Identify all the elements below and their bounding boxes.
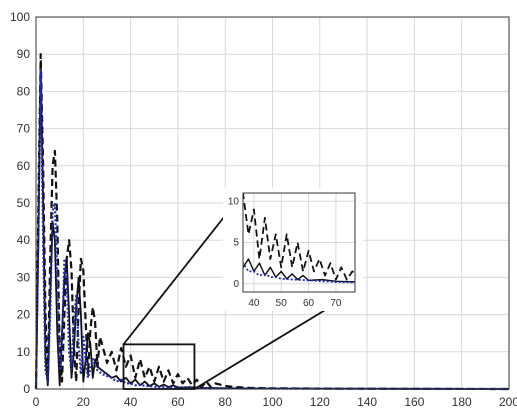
y-tick-label: 80 bbox=[17, 84, 31, 98]
inset-y-tick-label: 0 bbox=[233, 279, 239, 290]
y-tick-label: 70 bbox=[17, 122, 31, 136]
series-lines bbox=[34, 53, 510, 391]
x-tick-label: 100 bbox=[262, 395, 282, 409]
inset-chart: 0 5 10 40 50 60 70 bbox=[223, 188, 363, 311]
plot-frame bbox=[35, 16, 510, 390]
y-tick-label: 20 bbox=[17, 308, 31, 322]
y-tick-label: 10 bbox=[17, 345, 31, 359]
x-tick-label: 180 bbox=[452, 395, 472, 409]
x-tick-label: 120 bbox=[310, 395, 330, 409]
x-tick-label: 20 bbox=[77, 395, 91, 409]
inset-background bbox=[223, 188, 363, 311]
x-tick-label: 140 bbox=[357, 395, 377, 409]
x-tick-label: 80 bbox=[219, 395, 233, 409]
y-tick-label: 100 bbox=[10, 10, 30, 24]
y-axis-tick-labels: 0 10 20 30 40 50 60 70 80 90 100 bbox=[10, 10, 30, 396]
inset-frame bbox=[242, 192, 356, 293]
series-line-dashed bbox=[34, 53, 510, 391]
x-tick-label: 200 bbox=[499, 395, 517, 409]
x-tick-label: 0 bbox=[33, 395, 40, 409]
inset-series-line-solid bbox=[243, 258, 355, 283]
y-tick-label: 50 bbox=[17, 196, 31, 210]
inset-y-tick-label: 5 bbox=[233, 238, 239, 249]
x-tick-label: 160 bbox=[404, 395, 424, 409]
inset-x-tick-label: 50 bbox=[276, 298, 288, 309]
inset-series-lines bbox=[243, 193, 355, 284]
y-tick-label: 90 bbox=[17, 47, 31, 61]
inset-x-tick-label: 60 bbox=[303, 298, 315, 309]
y-tick-label: 0 bbox=[23, 382, 30, 396]
x-tick-label: 40 bbox=[124, 395, 138, 409]
inset-x-tick-label: 40 bbox=[248, 298, 260, 309]
y-tick-label: 40 bbox=[17, 233, 31, 247]
y-tick-label: 60 bbox=[17, 159, 31, 173]
zoom-box bbox=[122, 343, 196, 390]
x-tick-label: 60 bbox=[171, 395, 185, 409]
y-tick-label: 30 bbox=[17, 270, 31, 284]
inset-series-line-dashed bbox=[243, 193, 355, 281]
x-axis-tick-labels: 0 20 40 60 80 100 120 140 160 180 200 bbox=[33, 395, 517, 409]
inset-y-tick-label: 10 bbox=[228, 196, 240, 207]
inset-x-tick-label: 70 bbox=[330, 298, 342, 309]
